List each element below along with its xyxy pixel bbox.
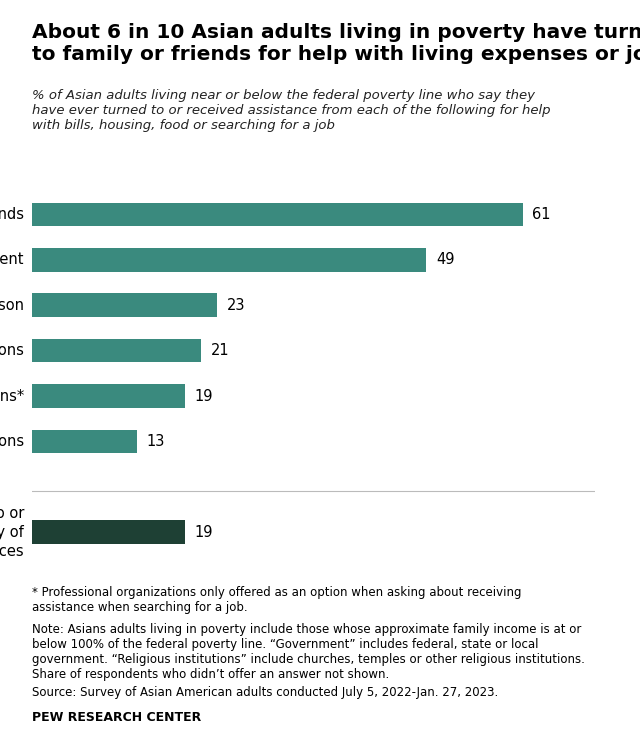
Text: Have never turned to or: Have never turned to or [0,506,24,520]
Text: Source: Survey of Asian American adults conducted July 5, 2022-Jan. 27, 2023.: Source: Survey of Asian American adults … [32,686,499,699]
Text: Professional organizations*: Professional organizations* [0,388,24,404]
Text: 23: 23 [227,298,245,313]
Text: About 6 in 10 Asian adults living in poverty have turned
to family or friends fo: About 6 in 10 Asian adults living in pov… [32,23,640,64]
Text: Family or friends: Family or friends [0,207,24,222]
Text: Some other group or person: Some other group or person [0,298,24,313]
Text: % of Asian adults living near or below the federal poverty line who say they
hav: % of Asian adults living near or below t… [32,89,550,132]
Text: the above sources: the above sources [0,544,24,558]
Text: Have: Have [0,506,24,520]
Text: 61: 61 [532,207,551,222]
Bar [32,520,185,544]
Bar [32,202,523,227]
Text: 49: 49 [436,252,454,268]
Bar [32,430,136,453]
Text: 21: 21 [211,343,229,358]
Text: * Professional organizations only offered as an option when asking about receivi: * Professional organizations only offere… [32,586,522,614]
Text: 13: 13 [147,434,164,449]
Text: Note: Asians adults living in poverty include those whose approximate family inc: Note: Asians adults living in poverty in… [32,623,585,681]
Text: 19: 19 [195,525,213,539]
Bar [32,339,201,363]
Text: Asian community organizations: Asian community organizations [0,434,24,449]
Bar [32,248,426,272]
Text: received assistance from any of: received assistance from any of [0,525,24,539]
Bar [32,385,185,408]
Bar [32,293,217,317]
Text: PEW RESEARCH CENTER: PEW RESEARCH CENTER [32,711,201,724]
Text: Have never turned to or: Have never turned to or [0,506,24,520]
Text: Government: Government [0,252,24,268]
Text: 19: 19 [195,388,213,404]
Text: Religious institutions: Religious institutions [0,343,24,358]
